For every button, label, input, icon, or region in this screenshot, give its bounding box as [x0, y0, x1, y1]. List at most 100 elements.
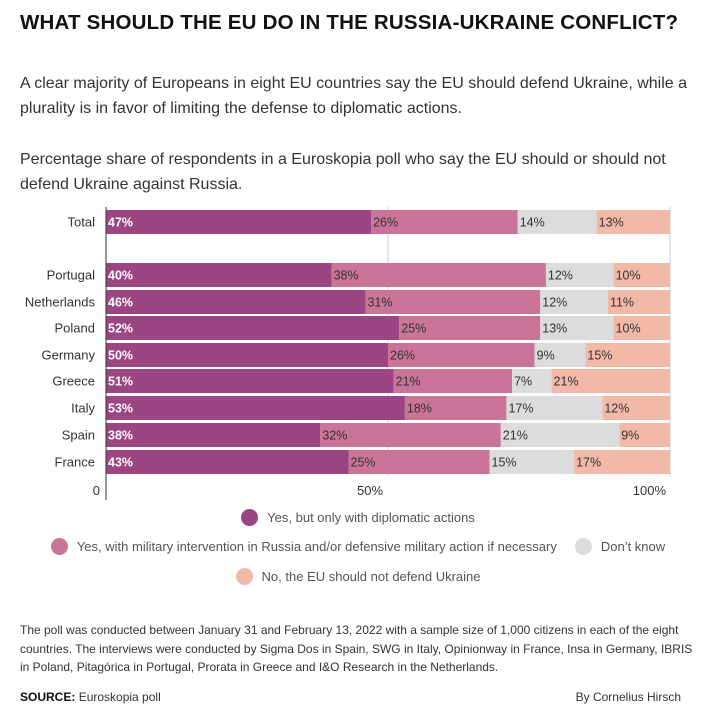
bar-segment: [517, 210, 597, 234]
legend-label-no: No, the EU should not defend Ukraine: [261, 568, 481, 584]
data-label: 14%: [520, 216, 545, 230]
bar-segment: [106, 343, 388, 367]
data-label: 21%: [396, 375, 421, 389]
data-label: 7%: [514, 375, 532, 389]
data-label: 11%: [610, 296, 634, 310]
category-label: Greece: [52, 374, 95, 389]
data-label: 9%: [621, 429, 639, 443]
chart-title: WHAT SHOULD THE EU DO IN THE RUSSIA-UKRA…: [20, 11, 679, 34]
data-label: 47%: [108, 216, 133, 230]
legend-swatch-dont-know: [574, 537, 592, 555]
x-tick-label: 50%: [357, 483, 383, 498]
data-label: 17%: [508, 402, 533, 416]
bar-segment: [551, 369, 670, 393]
data-label: 10%: [616, 269, 641, 283]
category-label: Netherlands: [25, 295, 96, 310]
x-tick-label: 0: [93, 483, 100, 498]
data-label: 32%: [322, 429, 347, 443]
bar-segment: [607, 290, 670, 314]
bar-segment: [506, 396, 603, 420]
legend-label-military: Yes, with military intervention in Russi…: [76, 538, 557, 554]
bar-segment: [365, 290, 541, 314]
data-label: 15%: [587, 349, 612, 363]
source-value: Euroskopia poll: [78, 690, 161, 704]
data-label: 38%: [108, 429, 133, 443]
legend-item-dont-know: Don’t know: [574, 537, 666, 555]
data-label: 46%: [108, 296, 133, 310]
bar-segment: [106, 316, 400, 340]
data-label: 12%: [604, 402, 629, 416]
data-label: 13%: [542, 322, 567, 336]
legend-label-dont-know: Don’t know: [600, 538, 666, 554]
category-label: Total: [68, 215, 96, 230]
bar-segment: [106, 423, 321, 447]
data-label: 38%: [334, 269, 359, 283]
data-label: 50%: [108, 349, 133, 363]
byline: By Cornelius Hirsch: [575, 690, 681, 704]
bar-segment: [106, 450, 349, 474]
bar-segment: [388, 343, 535, 367]
stacked-bar-chart: Total 47% 26% 14% 13% Portugal 40% 38% 12% 10% Net…: [25, 207, 671, 500]
bar-segment: [540, 316, 614, 340]
legend-swatch-diplomatic: [241, 508, 259, 526]
x-tick-label: 100%: [633, 483, 667, 498]
category-label: Portugal: [47, 268, 96, 283]
bar-segment: [545, 263, 614, 287]
bar-segment: [596, 210, 670, 234]
data-label: 53%: [108, 402, 133, 416]
data-label: 10%: [616, 322, 641, 336]
data-label: 43%: [108, 456, 133, 470]
category-label: France: [55, 455, 95, 470]
bar-segment: [348, 450, 490, 474]
bar-segment: [106, 263, 332, 287]
bar-segment: [106, 290, 366, 314]
bar-segment: [574, 450, 670, 474]
bar-segment: [331, 263, 546, 287]
bar-segment: [619, 423, 670, 447]
category-label: Poland: [55, 321, 95, 336]
source-line: SOURCE: Euroskopia poll: [20, 690, 161, 704]
data-label: 15%: [492, 456, 517, 470]
data-label: 25%: [351, 456, 376, 470]
data-label: 52%: [108, 322, 133, 336]
source-label: SOURCE:: [20, 690, 76, 704]
data-label: 12%: [548, 269, 573, 283]
data-label: 18%: [407, 402, 432, 416]
bar-segment: [613, 263, 670, 287]
bar-segment: [602, 396, 670, 420]
bar-segment: [489, 450, 575, 474]
bar-segment: [320, 423, 501, 447]
data-label: 13%: [599, 216, 624, 230]
bar-segment: [534, 343, 586, 367]
data-label: 26%: [373, 216, 398, 230]
legend-swatch-no: [235, 567, 253, 585]
data-label: 21%: [503, 429, 528, 443]
bar-segment: [106, 369, 394, 393]
bar-segment: [106, 396, 405, 420]
legend-item-military: Yes, with military intervention in Russi…: [50, 537, 557, 555]
chart-description: Percentage share of respondents in a Eur…: [20, 151, 666, 193]
bar-segment: [371, 210, 518, 234]
bar-segment: [613, 316, 670, 340]
data-label: 9%: [537, 349, 555, 363]
bar-segment: [585, 343, 670, 367]
data-label: 31%: [367, 296, 392, 310]
category-label: Spain: [62, 428, 95, 443]
data-label: 51%: [108, 375, 133, 389]
chart-subtitle: A clear majority of Europeans in eight E…: [20, 75, 688, 117]
legend-row-1: Yes, but only with diplomatic actions: [0, 506, 716, 528]
methodology-note: The poll was conducted between January 3…: [20, 623, 693, 674]
bar-segment: [106, 210, 372, 234]
data-label: 26%: [390, 349, 415, 363]
data-label: 25%: [401, 322, 426, 336]
data-label: 21%: [554, 375, 579, 389]
legend-swatch-military: [50, 537, 68, 555]
bar-segment: [404, 396, 507, 420]
legend-label-diplomatic: Yes, but only with diplomatic actions: [267, 509, 475, 525]
data-label: 12%: [542, 296, 567, 310]
bar-segment: [512, 369, 552, 393]
bar-segment: [399, 316, 541, 340]
legend-item-diplomatic: Yes, but only with diplomatic actions: [241, 508, 475, 526]
category-label: Italy: [71, 401, 95, 416]
data-label: 40%: [108, 269, 133, 283]
